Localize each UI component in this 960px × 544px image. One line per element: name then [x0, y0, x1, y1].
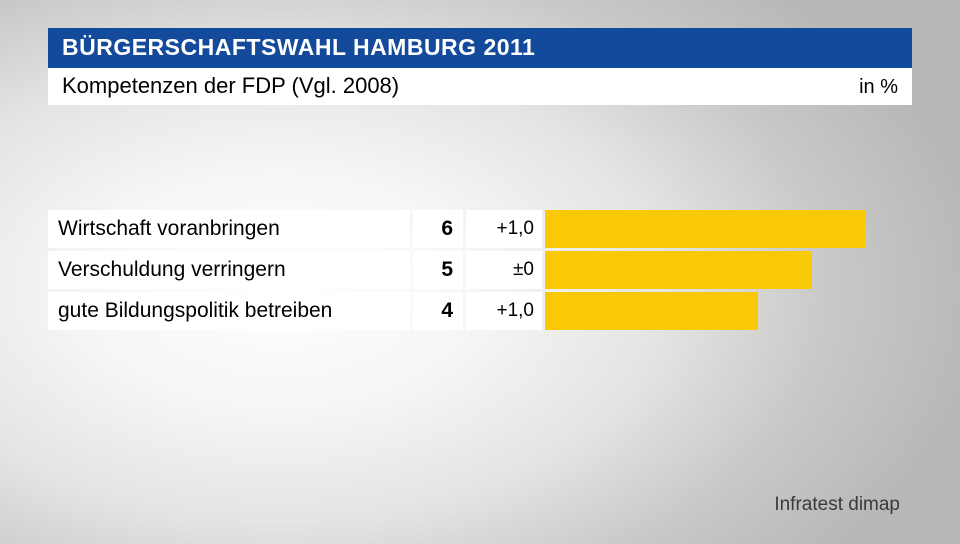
row-change: ±0: [466, 251, 542, 289]
title-bar: BÜRGERSCHAFTSWAHL HAMBURG 2011: [48, 28, 912, 68]
row-label: gute Bildungspolitik betreiben: [48, 292, 410, 330]
row-bar-holder: [545, 251, 912, 289]
row-value: 5: [413, 251, 463, 289]
row-bar: [545, 292, 758, 330]
competence-chart: Wirtschaft voranbringen6+1,0Verschuldung…: [48, 210, 912, 333]
subtitle-bar: Kompetenzen der FDP (Vgl. 2008) in %: [48, 68, 912, 105]
header: BÜRGERSCHAFTSWAHL HAMBURG 2011 Kompetenz…: [48, 28, 912, 105]
chart-row: gute Bildungspolitik betreiben4+1,0: [48, 292, 912, 330]
row-bar-holder: [545, 210, 912, 248]
row-bar: [545, 251, 812, 289]
row-bar: [545, 210, 865, 248]
row-bar-holder: [545, 292, 912, 330]
row-label: Verschuldung verringern: [48, 251, 410, 289]
chart-row: Wirtschaft voranbringen6+1,0: [48, 210, 912, 248]
unit-label: in %: [859, 76, 898, 99]
source-label: Infratest dimap: [774, 494, 900, 516]
row-label: Wirtschaft voranbringen: [48, 210, 410, 248]
row-change: +1,0: [466, 210, 542, 248]
row-value: 4: [413, 292, 463, 330]
subtitle-text: Kompetenzen der FDP (Vgl. 2008): [62, 73, 399, 99]
row-value: 6: [413, 210, 463, 248]
chart-row: Verschuldung verringern5±0: [48, 251, 912, 289]
row-change: +1,0: [466, 292, 542, 330]
